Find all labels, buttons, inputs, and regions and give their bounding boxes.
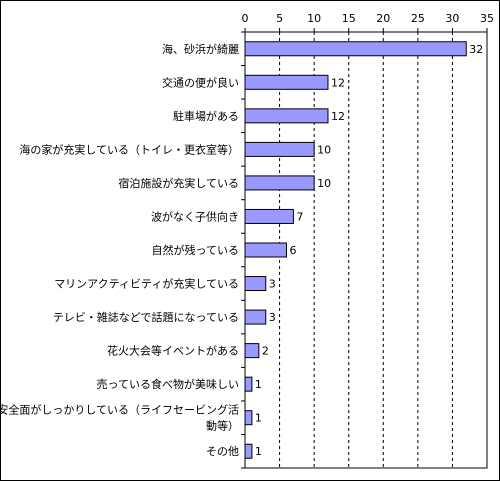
x-tick-label: 0 <box>242 12 249 25</box>
category-label: 波がなく子供向き <box>151 209 239 223</box>
bar <box>244 41 467 57</box>
bar <box>244 141 315 157</box>
x-tick-label: 35 <box>480 12 494 25</box>
x-tick-label: 15 <box>342 12 356 25</box>
data-label: 1 <box>255 378 262 391</box>
category-label: 交通の便が良い <box>162 75 239 89</box>
data-label: 32 <box>469 43 483 56</box>
data-label: 1 <box>255 445 262 458</box>
bar <box>244 376 253 392</box>
category-label: マリンアクティビティが充実している <box>54 277 239 291</box>
bar <box>244 108 329 124</box>
x-tick-label: 25 <box>411 12 425 25</box>
bar <box>244 443 253 459</box>
category-label: 安全面がしっかりしている（ライフセービング活 <box>0 403 239 417</box>
bar <box>244 208 294 224</box>
category-label: 売っている食べ物が美味しい <box>97 377 239 391</box>
category-label: 自然が残っている <box>152 243 239 257</box>
bar <box>244 175 315 191</box>
data-label: 3 <box>269 278 276 291</box>
x-tick-label: 20 <box>376 12 390 25</box>
category-label: 海の家が充実している（トイレ・更衣室等） <box>19 142 239 156</box>
data-label: 7 <box>296 210 303 223</box>
bar <box>244 343 260 359</box>
category-label: 海、砂浜が綺麗 <box>162 42 239 56</box>
data-label: 12 <box>331 110 345 123</box>
data-label: 12 <box>331 76 345 89</box>
bar <box>244 309 267 325</box>
category-label: 動等） <box>206 419 239 433</box>
category-label: その他 <box>206 445 239 458</box>
data-label: 10 <box>317 143 331 156</box>
bar <box>244 74 329 90</box>
x-tick-label: 30 <box>445 12 459 25</box>
bar <box>244 242 287 258</box>
bar <box>244 410 253 426</box>
x-tick-label: 5 <box>276 12 283 25</box>
data-label: 2 <box>262 345 269 358</box>
x-tick-label: 10 <box>307 12 321 25</box>
category-label: 宿泊施設が充実している <box>118 176 239 190</box>
data-label: 1 <box>255 412 262 425</box>
data-label: 10 <box>317 177 331 190</box>
category-label: テレビ・雑誌などで話題になっている <box>53 310 239 324</box>
category-label: 花火大会等イベントがある <box>107 344 239 358</box>
data-label: 6 <box>289 244 296 257</box>
data-label: 3 <box>269 311 276 324</box>
category-label: 駐車場がある <box>173 109 239 123</box>
bar <box>244 276 267 292</box>
